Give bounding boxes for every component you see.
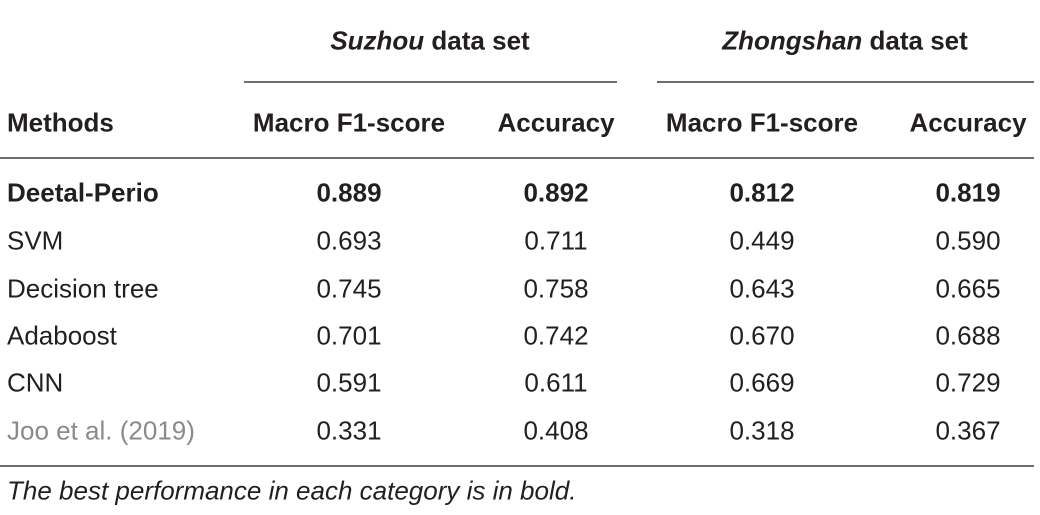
column-header: Macro F1-score [252, 107, 446, 138]
header-rule [0, 157, 1034, 159]
cell-value: 0.408 [523, 415, 589, 446]
bottom-rule [0, 465, 1034, 467]
method-name: CNN [7, 367, 64, 398]
group-name: Suzhou [330, 25, 425, 56]
cell-value: 0.669 [729, 367, 795, 398]
cell-value: 0.701 [316, 320, 382, 351]
cell-value: 0.670 [729, 320, 795, 351]
group-header: Zhongshan data set [722, 26, 968, 57]
cell-value: 0.889 [316, 177, 382, 208]
cell-value: 0.643 [729, 273, 795, 304]
group-name: Zhongshan [722, 25, 863, 56]
cell-value: 0.449 [729, 225, 795, 256]
cell-value: 0.812 [729, 177, 795, 208]
method-name: Decision tree [7, 273, 159, 304]
cell-value: 0.711 [524, 225, 588, 256]
cell-value: 0.318 [729, 415, 795, 446]
method-name: Adaboost [7, 320, 117, 351]
cell-value: 0.665 [935, 273, 1001, 304]
group-suffix: data set [869, 25, 968, 56]
method-name: SVM [7, 225, 64, 256]
group-rule [657, 81, 1034, 83]
group-header: Suzhou data set [330, 26, 529, 57]
group-rule [244, 81, 617, 83]
column-header: Accuracy [497, 107, 615, 138]
cell-value: 0.745 [316, 273, 382, 304]
method-name: Joo et al. (2019) [7, 415, 195, 446]
cell-value: 0.591 [316, 367, 382, 398]
group-suffix: data set [431, 25, 530, 56]
cell-value: 0.819 [935, 177, 1001, 208]
footnote: The best performance in each category is… [7, 475, 577, 506]
column-header: Accuracy [909, 107, 1027, 138]
cell-value: 0.331 [316, 415, 382, 446]
column-header: Methods [7, 107, 114, 138]
cell-value: 0.367 [935, 415, 1001, 446]
column-header: Macro F1-score [665, 107, 859, 138]
cell-value: 0.590 [935, 225, 1001, 256]
cell-value: 0.688 [935, 320, 1001, 351]
cell-value: 0.758 [523, 273, 589, 304]
cell-value: 0.611 [524, 367, 588, 398]
cell-value: 0.742 [523, 320, 589, 351]
cell-value: 0.693 [316, 225, 382, 256]
cell-value: 0.729 [935, 367, 1001, 398]
method-name: Deetal-Perio [7, 177, 159, 208]
cell-value: 0.892 [523, 177, 589, 208]
